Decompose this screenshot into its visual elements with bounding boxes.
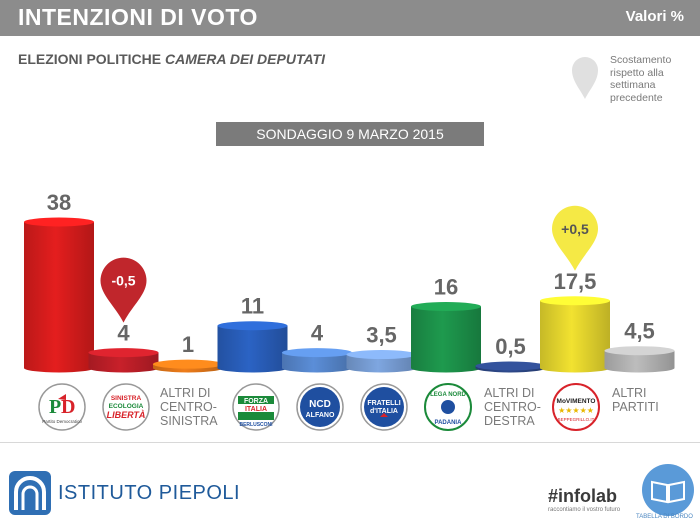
subtitle-main: ELEZIONI POLITICHE [18,51,162,67]
m5s-logo-line-2: BEPPEGRILLO.IT [558,417,595,422]
legend-text: Scostamento rispetto alla settimana prec… [610,54,672,104]
forza-italia-logo-icon: FORZA ITALIA BERLUSCONI [232,383,280,431]
value-label-1: 4 [117,321,130,346]
bar-top-5 [346,350,417,360]
value-label-4: 4 [311,321,324,346]
bar-5 [346,354,417,373]
altri-partiti-label: ALTRI PARTITI [612,386,659,414]
bar-top-2 [153,359,223,369]
subtitle-emphasis: CAMERA DEI DEPUTATI [165,51,325,67]
unit-label: Valori % [625,8,684,25]
fi-logo-line-3: BERLUSCONI [239,422,273,428]
altri-centro-destra-label: ALTRI DI CENTRO- DESTRA [484,386,541,428]
fdi-logo-line-1: FRATELLI [367,400,400,407]
bar-top-9 [604,346,675,356]
altri-cs-line-1: ALTRI DI [160,386,211,400]
pd-logo-text: Partito Democratico [42,419,82,424]
bar-top-6 [411,302,481,312]
legend-pin-icon [572,57,598,99]
value-label-2: 1 [182,332,194,357]
altri-cs-line-3: SINISTRA [160,414,218,428]
altri-partiti-line-2: PARTITI [612,400,659,414]
m5s-logo-icon: MoVIMENTO ★★★★★ BEPPEGRILLO.IT [552,383,600,431]
piepoli-brand: ISTITUTO PIEPOLI [58,482,241,504]
lega-logo-line-2: PADANIA [435,420,463,426]
header-bar: INTENZIONI DI VOTO Valori % [0,0,700,36]
altri-cd-line-1: ALTRI DI [484,386,535,400]
value-label-0: 38 [47,190,71,215]
pd-logo-icon: P D Partito Democratico [38,383,86,431]
value-label-7: 0,5 [495,334,526,359]
change-label-8: +0,5 [561,221,589,237]
ncd-logo-icon: NCD ALFANO [296,383,344,431]
value-label-3: 11 [241,294,264,319]
value-label-6: 16 [434,275,458,300]
bar-4 [282,352,352,373]
book-logo-icon [642,464,694,516]
bar-8 [540,300,610,373]
bar-6 [411,306,481,373]
sel-logo-line-2: ECOLOGIA [109,403,144,410]
sel-logo-line-3: LIBERTÀ [107,410,146,420]
bar-1 [88,352,159,373]
infolab-tagline: raccontiamo il vostro futuro [548,507,621,513]
infolab-brand: #infolab [548,486,618,506]
ncd-logo-line-1: NCD [309,399,331,410]
poll-date-banner: SONDAGGIO 9 MARZO 2015 [216,122,484,146]
value-label-9: 4,5 [624,319,655,344]
bar-0 [24,222,94,373]
piepoli-logo-icon [9,471,51,515]
value-label-8: 17,5 [554,269,597,294]
svg-text:D: D [61,396,75,418]
bar-top-0 [24,217,94,227]
bar-3 [217,325,288,373]
lega-nord-logo-icon: LEGA NORD PADANIA [424,383,472,431]
altri-partiti-line-1: ALTRI [612,386,647,400]
altri-cd-line-3: DESTRA [484,414,535,428]
ncd-logo-line-2: ALFANO [306,412,335,419]
chart-subtitle: ELEZIONI POLITICHE CAMERA DEI DEPUTATI [18,51,325,67]
book-caption: TABELLA DI BORDO [636,514,693,520]
footer-divider [0,442,700,443]
altri-cs-line-2: CENTRO- [160,400,217,414]
svg-text:★★★★★: ★★★★★ [558,406,594,415]
change-pin-8 [552,205,598,271]
bar-top-1 [88,348,159,358]
bar-top-3 [217,321,288,331]
sel-logo-icon: SINISTRA ECOLOGIA LIBERTÀ [102,383,150,431]
altri-centro-sinistra-label: ALTRI DI CENTRO- SINISTRA [160,386,218,428]
change-pin-1 [100,257,147,323]
fdi-logo-line-2: d'ITALIA [370,408,398,415]
fi-logo-line-1: FORZA [244,398,268,405]
lega-logo-line-1: LEGA NORD [430,392,466,398]
fratelli-italia-logo-icon: FRATELLI d'ITALIA [360,383,408,431]
bar-top-4 [282,348,352,358]
fi-logo-line-2: ITALIA [245,406,267,413]
sel-logo-line-1: SINISTRA [111,395,142,402]
change-label-1: -0,5 [111,273,135,289]
page-title: INTENZIONI DI VOTO [18,4,258,30]
bar-top-7 [475,361,546,371]
bar-top-8 [540,296,610,306]
altri-cd-line-2: CENTRO- [484,400,541,414]
value-label-5: 3,5 [366,323,397,348]
m5s-logo-line-1: MoVIMENTO [557,398,596,405]
svg-text:P: P [49,396,61,418]
bar-9 [604,350,675,373]
